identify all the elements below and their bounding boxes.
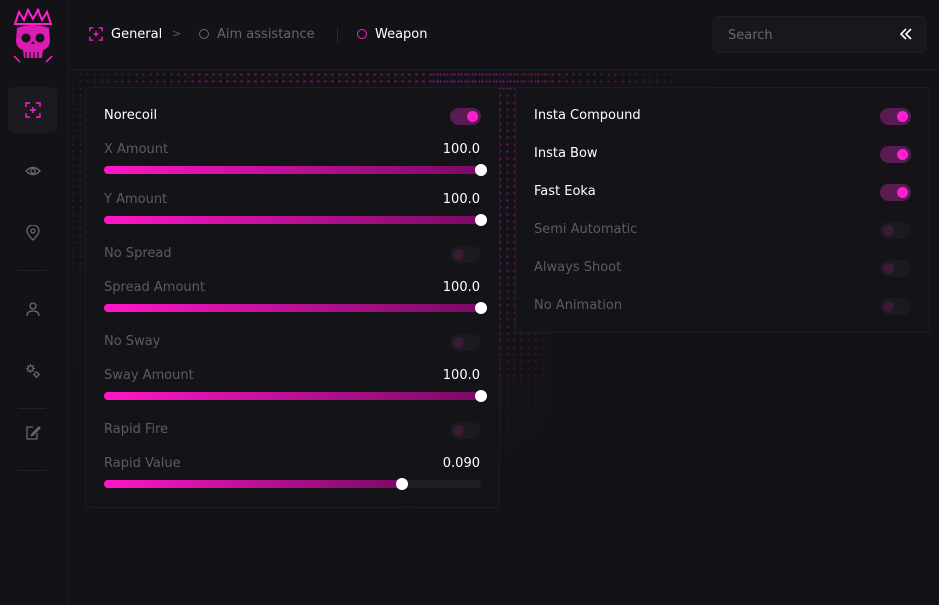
- sway-amount-slider[interactable]: [104, 390, 487, 402]
- rapid-value-slider[interactable]: [104, 478, 481, 490]
- sidebar-divider: [18, 270, 46, 271]
- sidebar-item-aim[interactable]: [8, 87, 57, 133]
- no-sway-label: No Sway: [104, 334, 161, 349]
- y-amount-slider[interactable]: [104, 214, 487, 226]
- sidebar-item-settings[interactable]: [8, 348, 57, 394]
- breadcrumb-divider: [337, 27, 338, 43]
- x-amount-value: 100.0: [442, 142, 480, 157]
- insta-bow-label: Insta Bow: [534, 146, 598, 161]
- crowned-skull-logo: [13, 8, 53, 63]
- crosshair-icon: [89, 27, 103, 41]
- sidebar: [0, 0, 69, 605]
- norecoil-toggle[interactable]: [450, 108, 481, 125]
- rapid-value-label: Rapid Value: [104, 456, 181, 471]
- spread-amount-label: Spread Amount: [104, 280, 205, 295]
- semi-automatic-label: Semi Automatic: [534, 222, 638, 237]
- insta-compound-toggle[interactable]: [880, 108, 911, 125]
- no-spread-toggle[interactable]: [450, 246, 481, 263]
- location-pin-icon: [25, 225, 40, 241]
- breadcrumb-separator: >: [172, 27, 182, 40]
- tab-general-label: General: [111, 26, 163, 42]
- insta-compound-label: Insta Compound: [534, 108, 641, 123]
- double-chevron-left-icon[interactable]: [899, 27, 913, 41]
- gears-icon: [25, 364, 40, 378]
- eye-icon: [24, 166, 41, 176]
- x-amount-slider[interactable]: [104, 164, 487, 176]
- sidebar-item-visuals[interactable]: [8, 148, 57, 194]
- no-animation-label: No Animation: [534, 298, 623, 313]
- x-amount-label: X Amount: [104, 142, 169, 157]
- edit-document-icon: [25, 426, 41, 440]
- sidebar-item-location[interactable]: [8, 210, 57, 256]
- semi-automatic-toggle[interactable]: [880, 222, 911, 239]
- tab-general[interactable]: General: [89, 25, 162, 43]
- weapon-settings-panel: Norecoil X Amount 100.0 Y Amount 100.0 N…: [85, 87, 500, 508]
- circle-icon: [199, 29, 209, 39]
- norecoil-label: Norecoil: [104, 108, 158, 123]
- sway-amount-value: 100.0: [442, 368, 480, 383]
- rapid-fire-label: Rapid Fire: [104, 422, 169, 437]
- no-spread-label: No Spread: [104, 246, 172, 261]
- crosshair-icon: [24, 102, 41, 118]
- tab-aim-label: Aim assistance: [217, 26, 315, 42]
- rapid-value-value: 0.090: [442, 456, 480, 471]
- y-amount-value: 100.0: [442, 192, 480, 207]
- circle-icon: [357, 29, 367, 39]
- always-shoot-toggle[interactable]: [880, 260, 911, 277]
- search-input[interactable]: [728, 26, 888, 44]
- y-amount-label: Y Amount: [104, 192, 168, 207]
- tab-weapon-label: Weapon: [375, 26, 428, 42]
- spread-amount-slider[interactable]: [104, 302, 487, 314]
- sidebar-divider: [18, 408, 46, 409]
- no-sway-toggle[interactable]: [450, 334, 481, 351]
- header: General > Aim assistance Weapon: [69, 0, 939, 70]
- sidebar-item-configs[interactable]: [8, 410, 57, 456]
- sidebar-item-player[interactable]: [8, 286, 57, 332]
- always-shoot-label: Always Shoot: [534, 260, 622, 275]
- no-animation-toggle[interactable]: [880, 298, 911, 315]
- tab-weapon[interactable]: Weapon: [357, 25, 428, 43]
- search-box: [713, 16, 926, 53]
- spread-amount-value: 100.0: [442, 280, 480, 295]
- fast-eoka-label: Fast Eoka: [534, 184, 596, 199]
- dotted-background: [430, 71, 730, 91]
- sway-amount-label: Sway Amount: [104, 368, 194, 383]
- user-icon: [25, 302, 40, 317]
- tab-aim-assistance[interactable]: Aim assistance: [199, 25, 315, 43]
- rapid-fire-toggle[interactable]: [450, 422, 481, 439]
- sidebar-divider: [18, 470, 46, 471]
- fast-eoka-toggle[interactable]: [880, 184, 911, 201]
- weapon-mods-panel: Insta Compound Insta Bow Fast Eoka Semi …: [515, 87, 930, 333]
- insta-bow-toggle[interactable]: [880, 146, 911, 163]
